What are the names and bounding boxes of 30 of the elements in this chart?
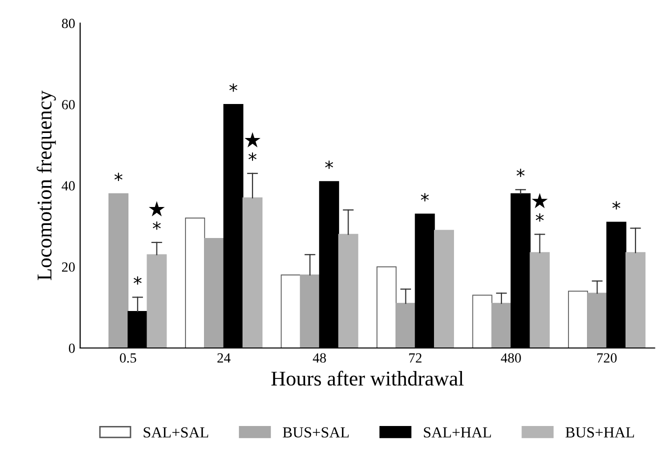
- annotation: *: [516, 168, 525, 177]
- annotation: *: [536, 213, 544, 222]
- x-tick-label: 720: [597, 353, 617, 363]
- annotation: *: [114, 172, 122, 182]
- x-axis-title: Hours after withdrawal: [271, 370, 464, 386]
- legend-label: SAL+HAL: [424, 427, 491, 438]
- x-tick-label: 480: [500, 353, 521, 363]
- x-tick-label: 24: [217, 353, 231, 362]
- y-tick-label: 40: [62, 181, 75, 191]
- legend-label: SAL+SAL: [144, 427, 208, 438]
- annotation: *: [152, 222, 161, 230]
- annotation: ★: [148, 201, 165, 216]
- annotation: *: [612, 201, 620, 210]
- y-tick-label: 60: [62, 100, 75, 110]
- annotation: *: [420, 193, 429, 202]
- annotation: ★: [244, 132, 260, 148]
- annotation: ★: [532, 193, 548, 208]
- legend-label: BUS+SAL: [282, 427, 349, 438]
- y-tick-label: 0: [68, 344, 75, 353]
- legend-label: BUS+HAL: [566, 427, 634, 438]
- y-tick-label: 80: [62, 18, 75, 28]
- annotation: *: [325, 160, 334, 169]
- annotation: *: [134, 276, 142, 285]
- x-tick-label: 48: [312, 353, 326, 363]
- y-axis-title: Locomotion frequency: [36, 90, 56, 280]
- y-tick-label: 20: [62, 262, 75, 272]
- annotation: *: [229, 83, 238, 92]
- annotation: *: [248, 152, 256, 161]
- x-tick-label: 72: [409, 353, 422, 362]
- x-tick-label: 0.5: [120, 353, 136, 363]
